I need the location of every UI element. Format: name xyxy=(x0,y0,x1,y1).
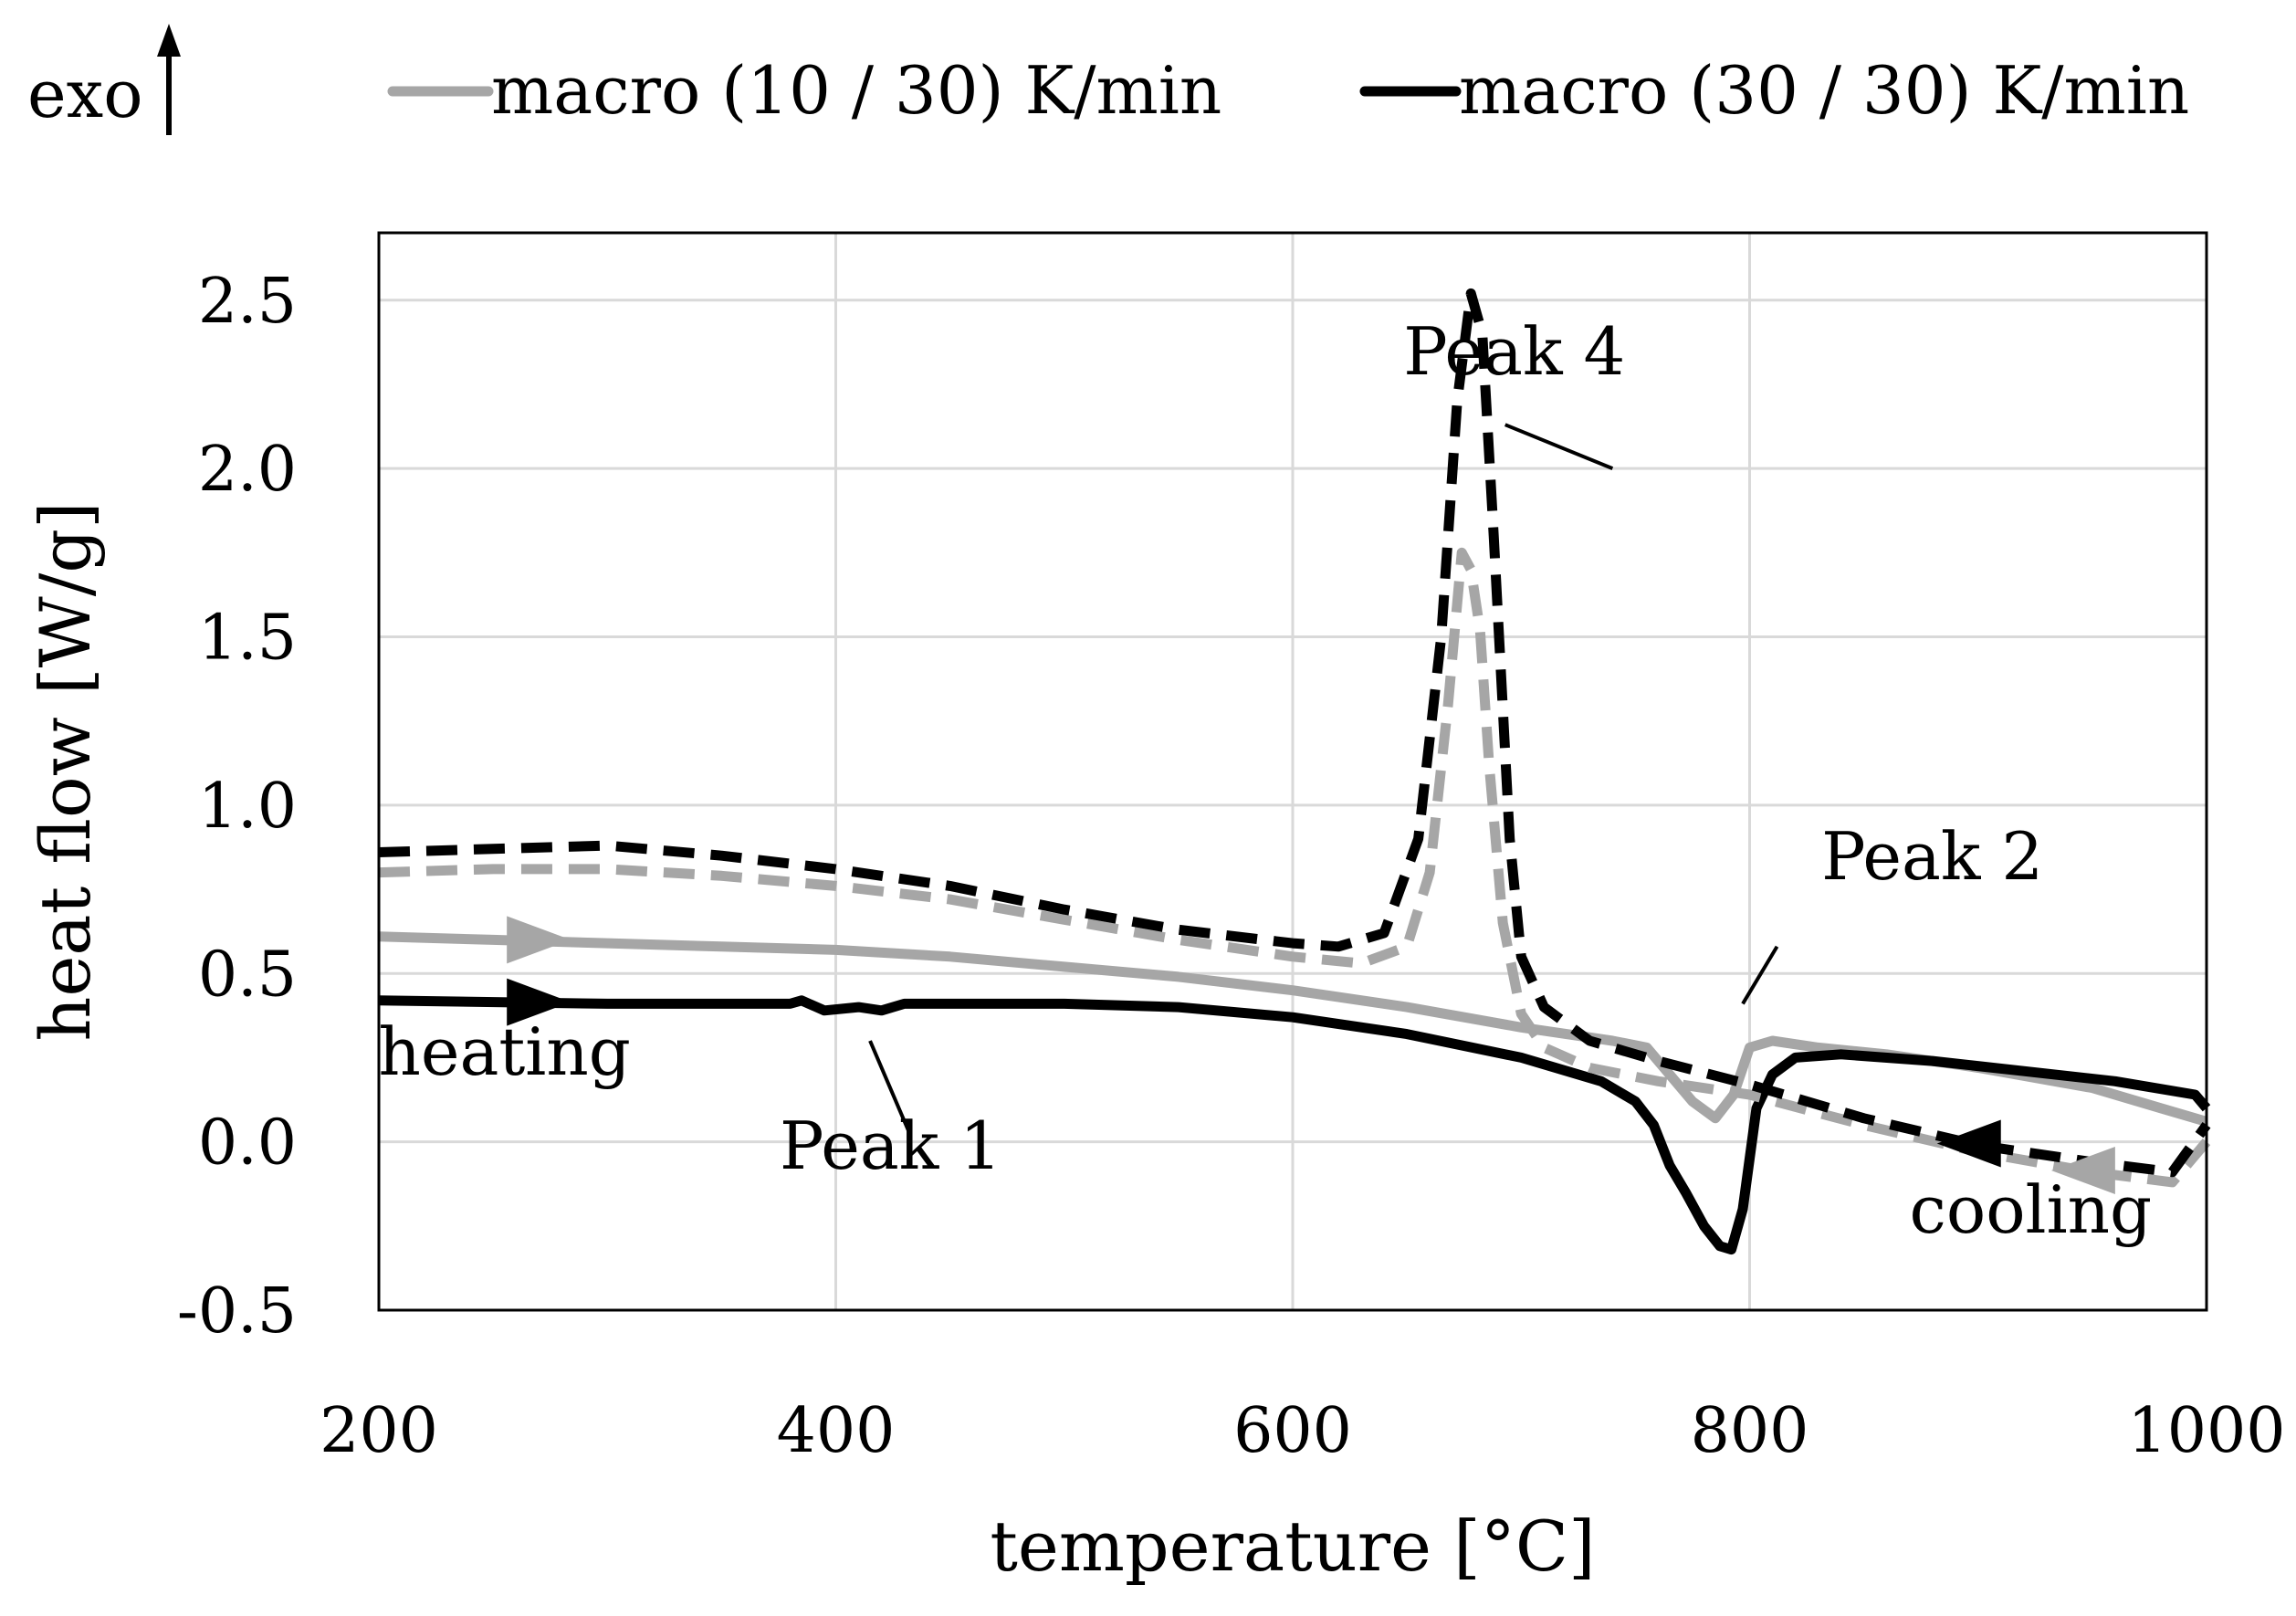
x-axis-ticks: 200 400 600 800 1000 xyxy=(320,1395,2285,1467)
series-line-heating-1 xyxy=(378,995,2211,1255)
annotation-0: Peak 4 xyxy=(1403,313,1625,390)
annotation-leader-0 xyxy=(1504,423,1614,470)
x-tick-label-2: 600 xyxy=(1233,1395,1352,1467)
x-tick-label-3: 800 xyxy=(1691,1395,1809,1467)
exo-label: exo xyxy=(27,56,143,132)
annotation-2: heating xyxy=(378,1013,630,1090)
grid xyxy=(377,233,2208,1312)
legend: macro (10 / 30) K/min macro (30 / 30) K/… xyxy=(387,52,2189,129)
legend-label-series-1: macro (10 / 30) K/min xyxy=(491,52,1221,129)
y-tick-label-5: 0.0 xyxy=(198,1107,297,1180)
series-line-cooling-3 xyxy=(378,288,2211,1178)
x-axis-title: temperature [°C] xyxy=(990,1506,1595,1587)
y-tick-label-0: 2.5 xyxy=(198,266,297,338)
annotation-3: Peak 1 xyxy=(780,1107,1001,1184)
annotation-1: Peak 2 xyxy=(1821,818,2043,895)
direction-arrow-icon-3 xyxy=(2050,1146,2115,1194)
annotation-leader-1 xyxy=(1741,945,1779,1005)
annotations: Peak 4 Peak 2 heating Peak 1 cooling xyxy=(378,313,2152,1248)
series-line-cooling-2 xyxy=(378,547,2211,1188)
series-layer xyxy=(378,288,2211,1255)
y-tick-label-3: 1.0 xyxy=(198,771,297,843)
legend-label-series-2: macro (30 / 30) K/min xyxy=(1459,52,2189,129)
y-tick-label-4: 0.5 xyxy=(198,939,297,1011)
y-tick-label-1: 2.0 xyxy=(198,434,297,506)
y-tick-label-2: 1.5 xyxy=(198,603,297,675)
y-tick-label-6: -0.5 xyxy=(177,1275,297,1348)
annotation-leader-3 xyxy=(868,1040,911,1133)
y-axis-ticks: 2.5 2.0 1.5 1.0 0.5 0.0 -0.5 xyxy=(177,266,297,1348)
direction-arrows xyxy=(507,916,2115,1194)
plot-frame xyxy=(377,231,2208,1312)
direction-arrow-icon-2 xyxy=(1936,1119,2001,1168)
x-tick-label-1: 400 xyxy=(777,1395,896,1467)
annotation-4: cooling xyxy=(1910,1171,2153,1248)
exo-arrow-icon xyxy=(157,24,181,135)
x-tick-label-0: 200 xyxy=(320,1395,438,1467)
direction-arrow-icon-1 xyxy=(507,978,571,1026)
direction-arrow-icon-0 xyxy=(507,916,571,964)
y-axis-title: heat flow [W/g] xyxy=(25,501,106,1041)
x-tick-label-4: 1000 xyxy=(2127,1395,2285,1467)
